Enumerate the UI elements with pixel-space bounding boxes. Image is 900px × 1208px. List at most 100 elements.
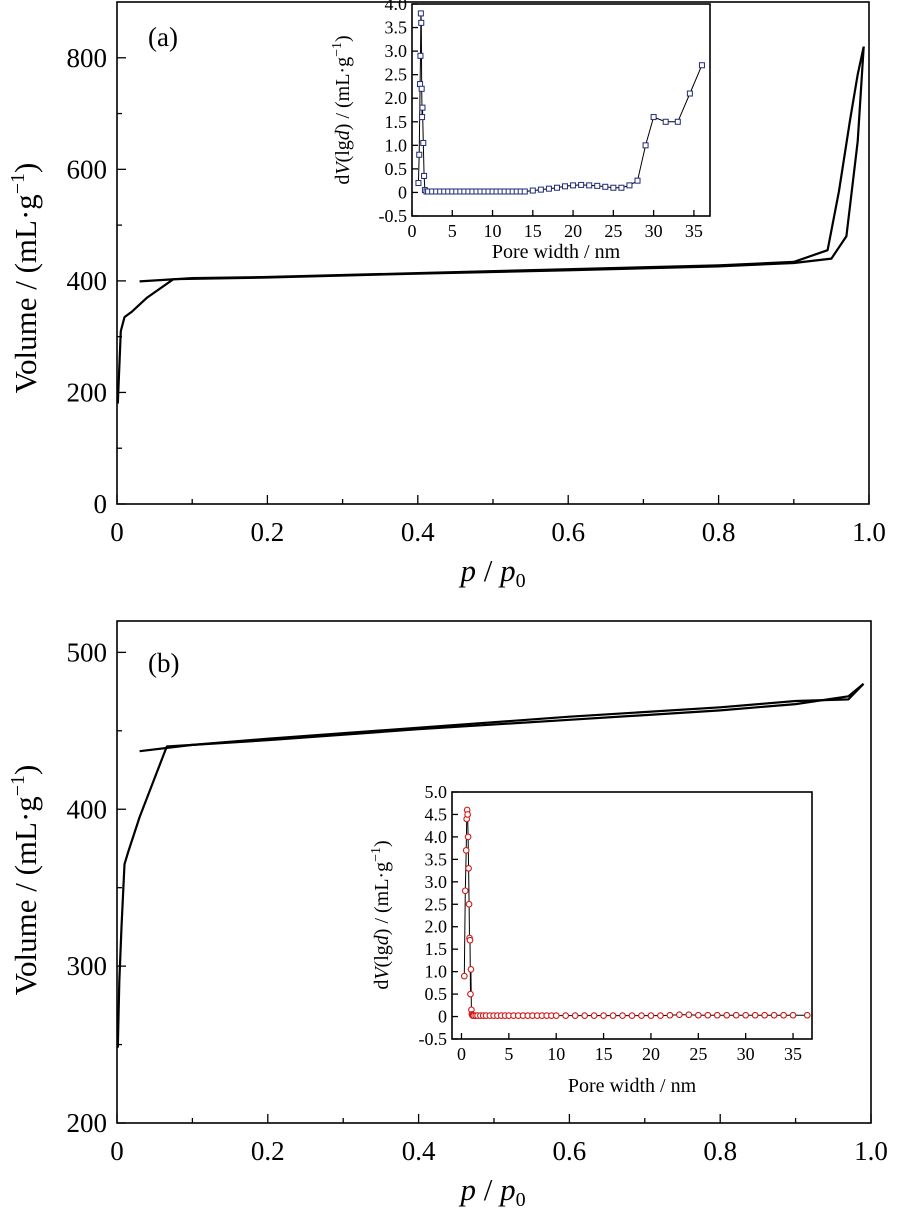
inset-x-tick-label: 10 <box>547 1044 565 1064</box>
y-tick-label: 600 <box>67 154 108 184</box>
data-point <box>417 52 424 59</box>
x-tick-label: 0.6 <box>553 1136 587 1166</box>
data-point <box>552 1012 560 1019</box>
data-point <box>626 182 633 189</box>
inset-y-tick-label: 1.0 <box>385 135 408 155</box>
y-tick-label: 200 <box>67 1108 108 1138</box>
data-point <box>416 151 423 158</box>
inset-y-tick-label: 1.0 <box>425 962 448 982</box>
panel-a-x-axis-title: p / p0 <box>458 553 525 592</box>
data-point <box>578 181 585 188</box>
data-point <box>609 1012 617 1019</box>
inset-y-tick-label: 2.5 <box>385 65 408 85</box>
data-point <box>464 811 471 818</box>
data-point <box>634 177 641 184</box>
inset-x-tick-label: 35 <box>784 1044 802 1064</box>
iy-d2: d <box>371 934 393 945</box>
y-tick-label: 200 <box>67 377 108 407</box>
panel-a-y-axis-title: Volume / (mL·g−1) <box>7 163 43 394</box>
y-tick-label: 400 <box>67 266 108 296</box>
inset-y-tick-label: 2.5 <box>425 894 448 914</box>
inset-y-tick-label: 5.0 <box>425 782 448 802</box>
data-point <box>571 1012 579 1019</box>
data-point <box>461 887 469 895</box>
inset-x-tick-label: 5 <box>448 221 457 241</box>
panel-b-y-axis-title: Volume / (mL·g−1) <box>7 765 43 996</box>
data-point <box>638 1012 645 1019</box>
data-point <box>732 1011 740 1019</box>
iy-sup: −1 <box>330 42 345 57</box>
y-tick-label: 0 <box>94 489 108 519</box>
y-title-sup: −1 <box>7 173 29 194</box>
data-point <box>666 1011 674 1019</box>
data-point <box>466 936 474 944</box>
data-point <box>657 1012 664 1019</box>
data-point <box>420 139 427 146</box>
inset-y-tick-label: 2.0 <box>385 88 408 108</box>
inset-y-tick-label: 2.0 <box>425 917 448 937</box>
data-point <box>780 1011 787 1019</box>
inset-x-tick-label: 25 <box>604 221 622 241</box>
iy-d2: d <box>332 129 354 140</box>
data-point <box>674 118 681 125</box>
data-point <box>467 966 475 973</box>
panel-b-inset: 0 5 10 15 20 25 30 35-0.500.51.01.52.02.53.03.5… <box>369 782 813 1097</box>
x-title-sep: / <box>476 553 500 588</box>
desorption-branch <box>139 46 865 283</box>
inset-x-tick-label: 30 <box>737 1044 755 1064</box>
data-point <box>704 1011 712 1019</box>
inset-y-tick-label: 3.5 <box>385 18 408 38</box>
x-tick-label: 0.2 <box>251 1136 285 1166</box>
iy-post: ) / (mL·g <box>371 862 393 935</box>
panel-a-inset-curve <box>415 10 705 195</box>
x-tick-label: 0.8 <box>702 517 736 547</box>
y-tick-label: 800 <box>67 43 108 73</box>
data-point <box>415 180 422 187</box>
data-point <box>662 118 669 125</box>
iy-sup: −1 <box>369 847 384 862</box>
inset-y-tick-label: -0.5 <box>419 1029 448 1049</box>
x-title-sep: / <box>476 1172 500 1207</box>
data-point <box>803 1011 811 1019</box>
data-point <box>460 972 468 980</box>
data-point <box>619 1012 626 1019</box>
data-point <box>419 104 426 111</box>
data-point <box>761 1011 768 1019</box>
panel-b-inset-frame <box>451 791 813 1040</box>
data-point <box>418 85 425 92</box>
data-point <box>562 183 569 190</box>
y-title-main: Volume / (mL·g <box>8 796 43 995</box>
x-title-sub: 0 <box>516 570 526 592</box>
y-tick-label: 500 <box>67 637 108 667</box>
inset-y-tick-label: 0 <box>438 1007 447 1027</box>
data-point <box>789 1011 797 1019</box>
inset-y-tick-label: 3.0 <box>425 872 448 892</box>
inset-x-tick-label: 15 <box>524 221 542 241</box>
inset-y-tick-label: 4.5 <box>425 804 448 824</box>
inset-y-tick-label: 0.5 <box>385 159 408 179</box>
data-point <box>545 185 552 192</box>
x-title-p2: p <box>498 1172 516 1207</box>
y-title-sup: −1 <box>7 775 29 796</box>
data-point <box>594 182 601 189</box>
inset-x-tick-label: 25 <box>689 1044 707 1064</box>
iy-mid: (lg <box>371 945 393 967</box>
panel-a-curves <box>116 46 865 404</box>
data-point <box>581 1012 588 1019</box>
data-point <box>685 1011 693 1019</box>
panel-a-inset-ticks: 0 5 10 15 20 25 30 35-0.500.51.01.52.02.53.03.5… <box>379 0 703 241</box>
data-point <box>618 184 625 191</box>
data-point <box>418 19 425 26</box>
data-point <box>698 62 705 69</box>
data-point <box>570 182 577 189</box>
panel-a-inset: 0 5 10 15 20 25 30 35-0.500.51.01.52.02.53.03.5… <box>330 0 711 263</box>
inset-x-tick-label: 10 <box>484 221 502 241</box>
panel-a-label: (a) <box>148 22 178 52</box>
inset-x-tick-label: 15 <box>595 1044 613 1064</box>
x-tick-label: 0.2 <box>251 517 285 547</box>
data-point <box>676 1011 683 1019</box>
panel-a-inset-y-title: dV(lgd) / (mL·g−1) <box>330 35 354 184</box>
